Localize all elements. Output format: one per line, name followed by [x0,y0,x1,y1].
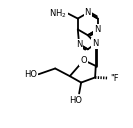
Text: HO: HO [69,96,82,105]
Text: N: N [95,25,101,34]
Text: N: N [93,39,99,48]
Text: N: N [76,40,82,49]
Text: "F: "F [110,74,119,83]
Text: N: N [85,8,91,17]
Text: O: O [80,56,87,65]
Text: NH$_2$: NH$_2$ [49,7,66,20]
Text: HO: HO [24,70,37,79]
